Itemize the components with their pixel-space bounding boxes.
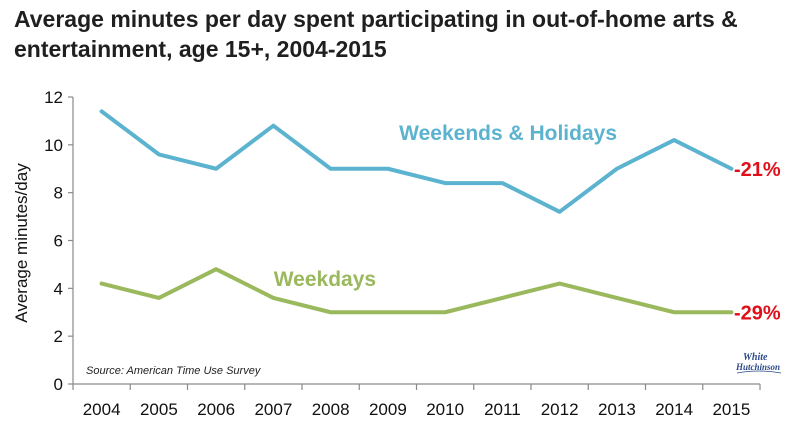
x-tick-label: 2010 — [426, 400, 464, 419]
x-tick-label: 2007 — [254, 400, 292, 419]
y-tick-label: 10 — [44, 136, 63, 155]
y-tick-label: 6 — [54, 232, 63, 251]
y-axis-label: Average minutes/day — [12, 163, 31, 323]
x-tick-label: 2012 — [541, 400, 579, 419]
x-tick-label: 2013 — [598, 400, 636, 419]
series-line-weekdays — [99, 267, 734, 315]
logo-swoosh — [736, 370, 782, 374]
y-tick-label: 4 — [54, 279, 63, 298]
chart-title: Average minutes per day spent participat… — [14, 6, 738, 62]
logo-text-line-2: Hutchinson — [735, 362, 780, 372]
y-tick-label: 12 — [44, 88, 63, 107]
logo-text-line-1: White — [743, 352, 768, 363]
series-name-label: Weekdays — [274, 268, 376, 291]
x-tick-label: 2015 — [712, 400, 750, 419]
x-tick-label: 2006 — [197, 400, 235, 419]
white-hutchinson-logo: White Hutchinson — [735, 352, 782, 374]
series-group: Weekends & Holidays -21% Weekdays -29% — [99, 109, 781, 324]
source-note: Source: American Time Use Survey — [86, 365, 262, 377]
series-name-label: Weekends & Holidays — [399, 122, 617, 145]
y-ticks: 0 2 4 6 8 10 12 — [44, 88, 73, 394]
x-tick-label: 2004 — [83, 400, 121, 419]
y-tick-label: 8 — [54, 184, 63, 203]
series-line-weekends-holidays — [99, 109, 734, 214]
y-tick-label: 0 — [54, 375, 63, 394]
x-ticks: 2004 2005 2006 2007 2008 2009 2010 2011 2012 2013… — [72, 384, 761, 419]
x-tick-label: 2009 — [369, 400, 407, 419]
change-percent-label: -29% — [734, 302, 781, 324]
y-tick-label: 2 — [54, 327, 63, 346]
x-tick-label: 2005 — [140, 400, 178, 419]
change-percent-label: -21% — [734, 159, 781, 181]
x-tick-label: 2014 — [655, 400, 693, 419]
x-tick-label: 2008 — [312, 400, 350, 419]
x-tick-label: 2011 — [484, 400, 521, 419]
